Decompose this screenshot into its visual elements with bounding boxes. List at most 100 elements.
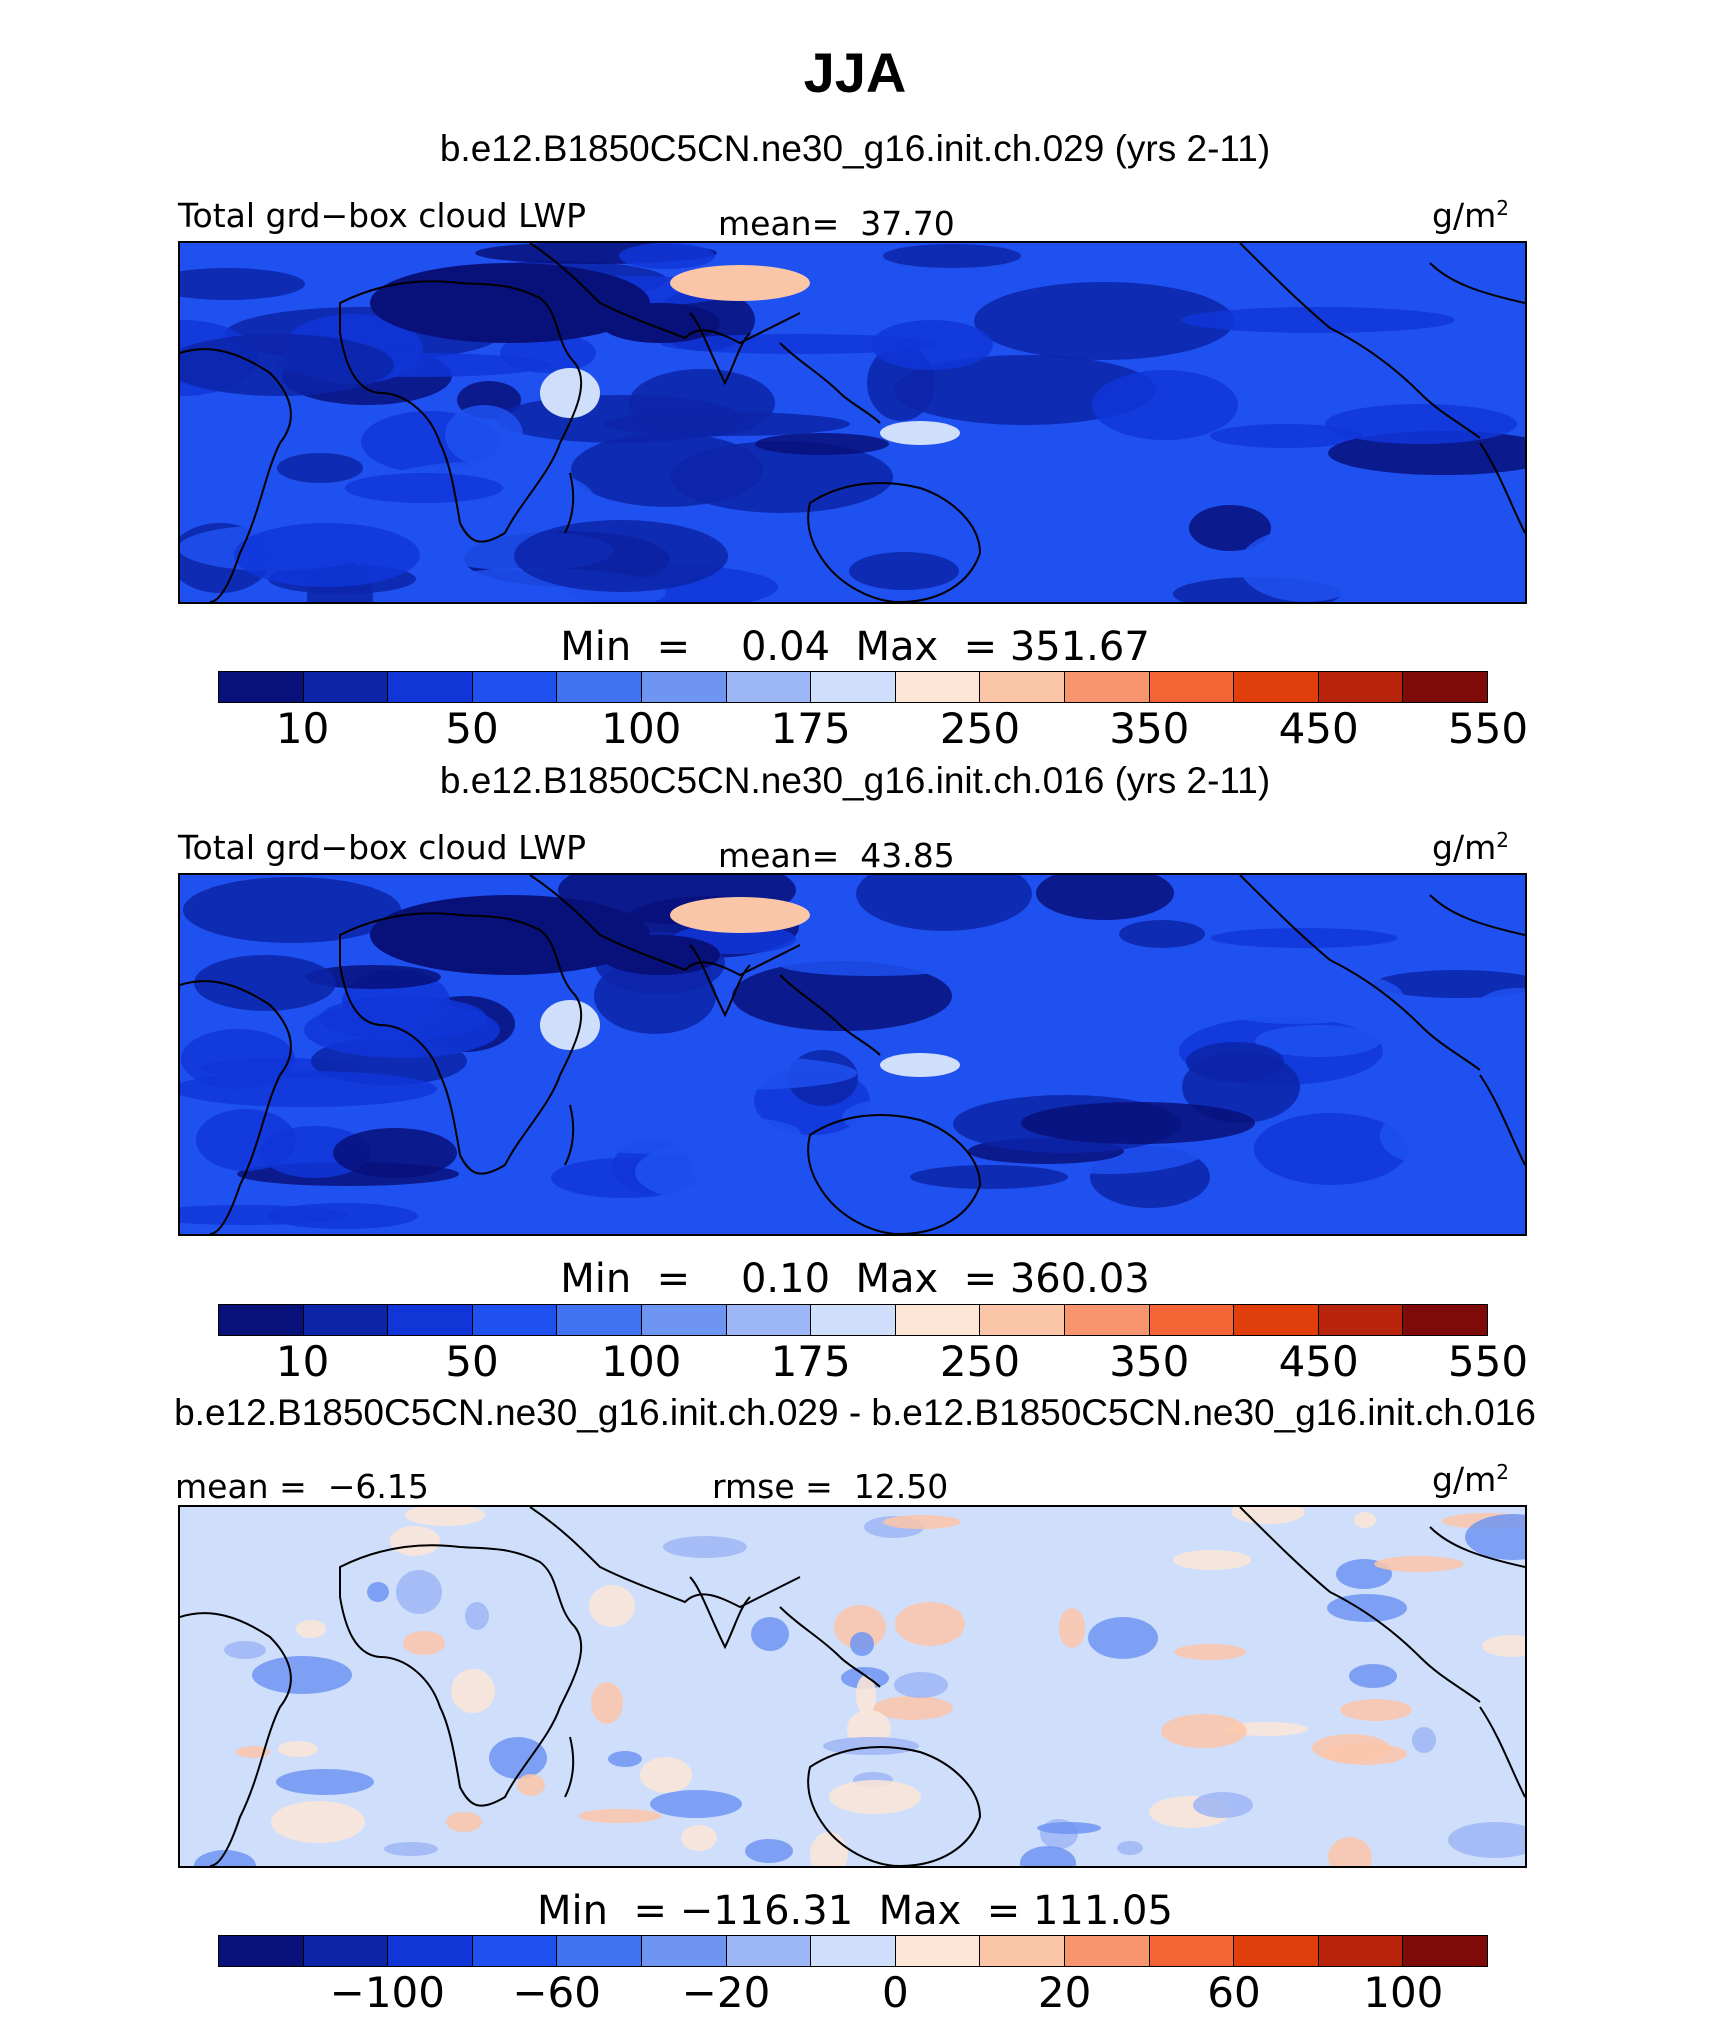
coastline [339,280,583,543]
field-feature [670,897,810,933]
field-contour-blob [732,961,952,1031]
field-contour-blob [1380,1109,1464,1163]
field-contour-blob [1161,1714,1247,1748]
field-contour-blob [745,1839,793,1863]
colorbar-tick-label: 0 [881,1968,909,2017]
panel3-rmse-label: rmse = [712,1467,833,1506]
field-contour-blob [271,1801,365,1843]
colorbar-tick-label: 100 [1363,1968,1444,2017]
field-contour-blob [1327,1594,1407,1622]
field-contour-blob [183,877,401,943]
panel2-variable-label: Total grd−box cloud LWP [178,828,586,867]
field-feature [600,303,720,343]
coastline [1429,894,1525,936]
colorbar-swatch [1149,672,1235,702]
field-contour-blob [1340,1699,1412,1721]
colorbar-tick-label: 100 [601,704,682,753]
colorbar-tick-label: −20 [681,1968,771,2017]
colorbar-swatch [1318,672,1404,702]
colorbar-swatch [1149,1305,1235,1335]
field-contour-blob [396,1570,442,1614]
panel1-min-value: 0.04 [740,624,831,670]
field-contour-blob [180,1071,437,1107]
field-contour-blob [268,1203,418,1229]
colorbar-tick-label: 50 [445,704,499,753]
field-contour-blob [1448,1822,1525,1858]
colorbar-tick-label: 550 [1447,1337,1529,1386]
panel2-colorbar [218,1304,1488,1336]
colorbar-swatch [1234,672,1319,702]
field-contour-blob [1255,1025,1381,1057]
colorbar-tick-label: 350 [1109,704,1190,753]
field-contour-blob [895,1602,965,1646]
field-feature [880,1053,960,1077]
field-contour-blob [1231,1507,1305,1524]
colorbar-swatch [557,1936,642,1966]
field-contour-blob [1349,1664,1397,1688]
panel2-max-label: Max = [855,1256,998,1302]
coastline [180,1612,292,1866]
field-contour-blob [974,282,1234,360]
coastline [779,974,881,1056]
field-contour-blob [849,552,959,590]
colorbar-swatch [1064,1305,1150,1335]
field-contour-blob [883,1515,961,1529]
field-contour-blob [1254,1113,1408,1185]
panel3-min-value: −116.31 [679,1888,854,1934]
coastline [807,482,982,602]
field-contour-blob [1193,1792,1253,1818]
field-contour-blob [345,473,503,503]
colorbar-swatch [811,1305,896,1335]
panel3-rmse-value: 12.50 [853,1467,949,1506]
field-contour-blob [1173,1550,1251,1570]
field-contour-blob [778,952,968,976]
panel2-mean: mean= 43.85 [718,836,955,875]
field-contour-blob [1036,875,1174,920]
panel3-units-text: g/m [1432,1460,1497,1499]
field-contour-blob [619,243,715,269]
panel1-case-title: b.e12.B1850C5CN.ne30_g16.init.ch.029 (yr… [439,128,1271,169]
colorbar-tick-label: 10 [275,1337,330,1386]
panel2-mean-label: mean= [718,836,840,875]
panel1-min-label: Min = [560,624,691,670]
colorbar-swatch [219,1936,304,1966]
colorbar-tick-label: 50 [445,1337,499,1386]
panel3-map [178,1505,1527,1868]
coastline [1239,1507,1481,1703]
field-feature [540,368,600,418]
field-contour-blob [1059,1608,1085,1648]
field-contour-blob [608,1751,642,1767]
coastline [1429,262,1525,304]
colorbar-swatch [895,1936,981,1966]
panel2-units: g/m2 [1432,828,1509,867]
field-contour-blob [1374,970,1525,998]
field-contour-blob [591,1682,623,1724]
colorbar-swatch [1064,1936,1150,1966]
panel1-colorbar [218,671,1488,703]
field-contour-blob [319,996,487,1040]
colorbar-swatch [726,672,812,702]
colorbar-tick-label: 175 [770,1337,851,1386]
field-contour-blob [1473,988,1525,1036]
field-contour-blob [1328,431,1525,475]
field-contour-blob [405,1507,485,1526]
coastline [1479,442,1525,534]
colorbar-tick-label: 250 [939,704,1021,753]
field-contour-blob [910,1165,1068,1189]
panel1-max-label: Max = [855,624,998,670]
colorbar-swatch [1318,1305,1404,1335]
field-contour-blob [1117,1841,1143,1855]
coastline [529,243,801,345]
field-contour-blob [451,1669,495,1713]
field-contour-blob [1181,307,1455,333]
field-contour-blob [613,1056,857,1090]
panel1-max-value: 351.67 [1009,624,1150,670]
panel3-colorbar-ticks: −100 −60 −20 0 20 60 100 [218,1968,1488,2018]
colorbar-swatch [219,672,304,702]
coastline [807,1746,982,1866]
colorbar-swatch [557,672,642,702]
coastline [779,342,881,424]
field-contour-blob [931,447,1171,477]
colorbar-tick-label: 550 [1447,704,1529,753]
field-contour-blob [1325,404,1517,444]
